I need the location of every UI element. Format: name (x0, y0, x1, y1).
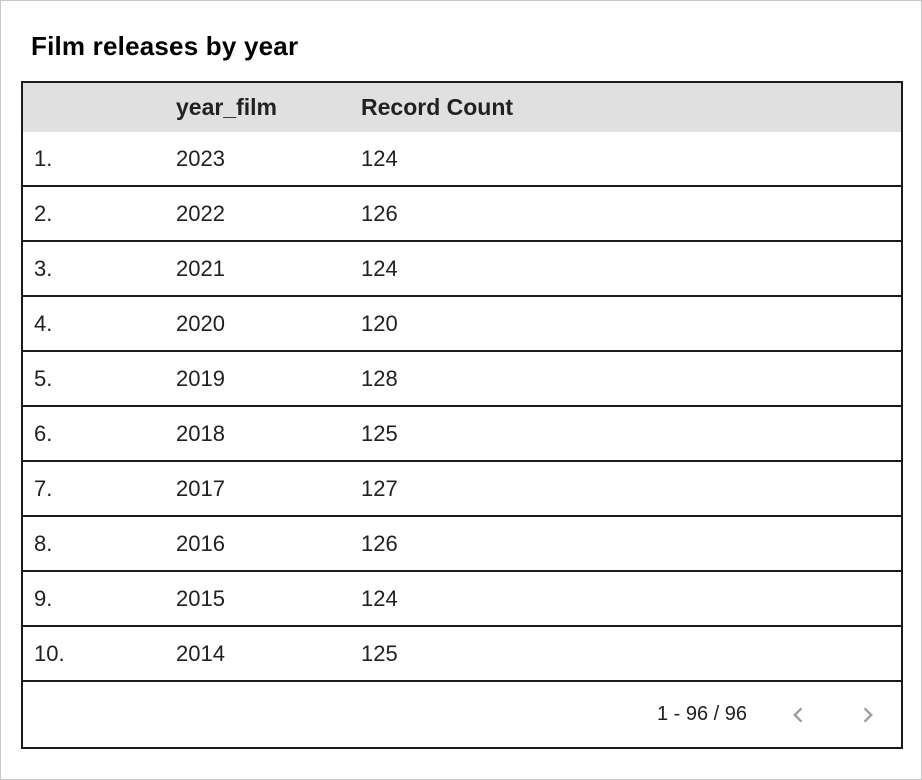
cell-year-film: 2015 (158, 571, 344, 626)
cell-record-count: 126 (344, 186, 901, 241)
cell-year-film: 2018 (158, 406, 344, 461)
table-body: 1. 2023 124 2. 2022 126 3. 2021 124 4. 2020 120 5. 20… (23, 132, 901, 681)
table-row: 9. 2015 124 (23, 571, 901, 626)
table-row: 2. 2022 126 (23, 186, 901, 241)
pagination-bar: 1 - 96 / 96 (23, 682, 901, 747)
cell-year-film: 2021 (158, 241, 344, 296)
header-cell-year-film[interactable]: year_film (158, 83, 344, 132)
cell-year-film: 2023 (158, 132, 344, 186)
data-table: year_film Record Count 1. 2023 124 2. 2022 12… (21, 81, 903, 749)
chevron-left-icon (793, 706, 803, 723)
header-cell-record-count[interactable]: Record Count (344, 83, 901, 132)
row-index: 3. (23, 241, 158, 296)
table-row: 6. 2018 125 (23, 406, 901, 461)
previous-page-button[interactable] (785, 702, 811, 728)
cell-year-film: 2020 (158, 296, 344, 351)
table-row: 7. 2017 127 (23, 461, 901, 516)
table-header-row: year_film Record Count (23, 83, 901, 132)
cell-year-film: 2016 (158, 516, 344, 571)
row-index: 7. (23, 461, 158, 516)
header-cell-index[interactable] (23, 83, 158, 132)
cell-record-count: 124 (344, 241, 901, 296)
cell-record-count: 124 (344, 132, 901, 186)
chart-title: Film releases by year (31, 31, 299, 61)
row-index: 6. (23, 406, 158, 461)
cell-year-film: 2019 (158, 351, 344, 406)
cell-year-film: 2022 (158, 186, 344, 241)
cell-record-count: 120 (344, 296, 901, 351)
table-row: 1. 2023 124 (23, 132, 901, 186)
row-index: 1. (23, 132, 158, 186)
table-row: 5. 2019 128 (23, 351, 901, 406)
table-row: 4. 2020 120 (23, 296, 901, 351)
pagination-range: 1 - 96 / 96 (656, 703, 747, 725)
cell-year-film: 2014 (158, 626, 344, 681)
next-page-button[interactable] (855, 702, 881, 728)
cell-record-count: 124 (344, 571, 901, 626)
table-row: 8. 2016 126 (23, 516, 901, 571)
row-index: 10. (23, 626, 158, 681)
row-index: 9. (23, 571, 158, 626)
chevron-right-icon (863, 706, 873, 723)
table-row: 3. 2021 124 (23, 241, 901, 296)
row-index: 8. (23, 516, 158, 571)
table: year_film Record Count 1. 2023 124 2. 2022 12… (23, 83, 901, 682)
cell-record-count: 125 (344, 626, 901, 681)
row-index: 2. (23, 186, 158, 241)
cell-year-film: 2017 (158, 461, 344, 516)
table-row: 10. 2014 125 (23, 626, 901, 681)
row-index: 5. (23, 351, 158, 406)
row-index: 4. (23, 296, 158, 351)
cell-record-count: 125 (344, 406, 901, 461)
cell-record-count: 128 (344, 351, 901, 406)
cell-record-count: 127 (344, 461, 901, 516)
cell-record-count: 126 (344, 516, 901, 571)
